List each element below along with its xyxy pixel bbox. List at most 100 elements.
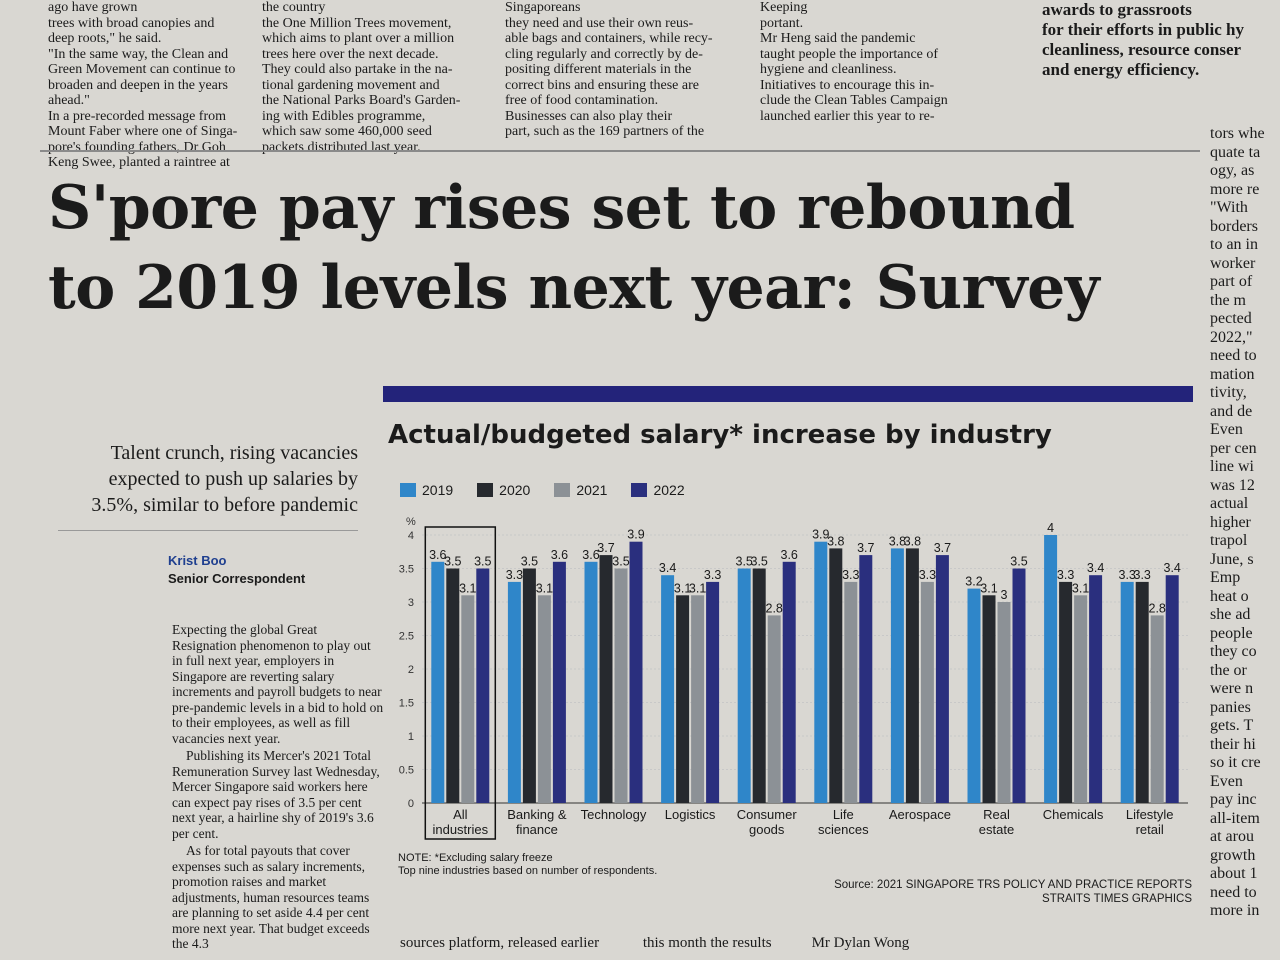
y-tick-label: 1	[408, 731, 414, 743]
headline-line-2: to 2019 levels next year: Survey	[48, 253, 1100, 323]
right_column-line: per cen	[1210, 439, 1257, 457]
bar	[507, 581, 521, 803]
data-label: 3	[1001, 588, 1008, 602]
top_columns.col3-line: able bags and containers, while recy-	[505, 31, 713, 46]
top_columns.col3-line: free of food contamination.	[505, 93, 659, 108]
x-category-label: Technology	[581, 807, 647, 822]
chart-header-bar	[383, 386, 1193, 402]
bar	[1012, 568, 1026, 803]
data-label: 3.5	[751, 555, 768, 569]
top_columns.col1-line: Mount Faber where one of Singa-	[48, 124, 238, 139]
data-label: 2.8	[766, 601, 783, 615]
top_columns.col4-line: portant.	[760, 15, 804, 31]
bar	[476, 568, 490, 803]
top_columns.col1-line: ahead."	[48, 93, 90, 108]
bottom-text-3: Mr Dylan Wong	[811, 935, 910, 951]
top-column-4: Keeping portant. Mr Heng said the pandemic…	[760, 0, 1020, 124]
y-tick-label: 2.5	[399, 631, 414, 643]
right_column-line: people	[1210, 624, 1253, 642]
x-category-label: Life	[833, 807, 854, 822]
right_column-line: about 1	[1210, 865, 1258, 882]
bottom-text-1: sources platform, released earlier	[400, 935, 600, 951]
bar	[905, 548, 919, 803]
top_columns.col4-line: launched earlier this year to re-	[760, 108, 935, 124]
right_column-line: June, s	[1210, 550, 1254, 568]
subheadline: Talent crunch, rising vacancies expected…	[91, 442, 358, 516]
bar	[461, 595, 475, 803]
subhead-rule	[58, 530, 358, 531]
x-category-label: Lifestyle	[1126, 807, 1174, 822]
bar	[935, 555, 949, 803]
top_columns.col1-line: "In the same way, the Clean and	[48, 46, 229, 62]
data-label: 3.3	[704, 568, 721, 582]
bar	[997, 602, 1011, 803]
top_columns.col1-line: In a pre-recorded message from	[48, 108, 227, 124]
right_column-line: need to	[1210, 883, 1257, 901]
body-paragraph-2: Publishing its Mercer's 2021 Total Remun…	[172, 748, 380, 841]
legend-swatch	[554, 483, 571, 497]
author-role: Senior Correspondent	[168, 571, 306, 586]
legend-label: 2021	[576, 482, 608, 498]
legend-swatch	[477, 483, 494, 497]
bar	[706, 581, 720, 803]
data-label: 3.2	[965, 575, 982, 589]
right_column-line: higher	[1210, 513, 1251, 531]
right_column-line: were n	[1210, 680, 1254, 697]
right_column-line: panies	[1210, 698, 1251, 716]
top_columns.col2-line: the country	[262, 0, 326, 15]
x-category-label: Chemicals	[1043, 807, 1104, 822]
bar	[661, 575, 675, 803]
right_column-line: all-item	[1210, 809, 1260, 827]
top_columns.col4-line: hygiene and cleanliness.	[760, 62, 897, 77]
right_column-line: they co	[1210, 643, 1257, 660]
data-label: 3.9	[627, 528, 644, 542]
top_columns.col5-line: cleanliness, resource conser	[1042, 40, 1242, 59]
data-label: 3.8	[827, 534, 844, 548]
top_columns.col3-line: they need and use their own reus-	[505, 15, 694, 31]
right_column-line: more in	[1210, 902, 1260, 919]
top_columns.col1-line: Keng Swee, planted a raintree at	[48, 155, 230, 170]
top-column-2: the country the One Million Trees movemen…	[262, 0, 487, 155]
top_columns.col1-line: deep roots," he said.	[48, 31, 162, 46]
top_columns.col2-line: ing with Edibles programme,	[262, 108, 426, 124]
bar	[982, 595, 996, 803]
legend-label: 2020	[499, 482, 531, 498]
top_columns.col2-line: tional gardening movement and	[262, 77, 440, 93]
right_column-line: heat o	[1210, 587, 1249, 605]
data-label: 3.4	[1164, 561, 1181, 575]
right-column-text: tors whe quate ta ogy, as more re "With borde…	[1210, 125, 1280, 921]
bar	[1059, 581, 1073, 803]
data-label: 3.6	[781, 548, 798, 562]
right_column-line: the m	[1210, 291, 1246, 309]
data-label: 3.6	[429, 548, 446, 562]
data-label: 3.1	[459, 581, 476, 595]
right_column-line: so it cre	[1210, 754, 1261, 771]
x-category-label: Consumer	[737, 807, 798, 822]
x-category-label: goods	[749, 822, 785, 837]
bar	[829, 548, 843, 803]
y-tick-label: 0	[408, 798, 414, 810]
top_columns.col2-line: the One Million Trees movement,	[262, 15, 452, 31]
data-label: 3.9	[812, 528, 829, 542]
top_columns.col2-line: trees here over the next decade.	[262, 46, 439, 62]
right_column-line: ogy, as	[1210, 162, 1255, 179]
right_column-line: to an in	[1210, 236, 1258, 253]
x-category-label: sciences	[818, 822, 869, 837]
right_column-line: growth	[1210, 846, 1256, 864]
data-label: 3.5	[474, 555, 491, 569]
data-label: 3.8	[889, 534, 906, 548]
bar	[767, 615, 781, 803]
data-label: 3.3	[842, 568, 859, 582]
right_column-line: their hi	[1210, 735, 1256, 753]
top_columns.col3-line: Singaporeans	[505, 0, 581, 15]
legend-item: 2020	[477, 482, 530, 498]
top_columns.col3-line: part, such as the 169 partners of the	[505, 124, 705, 139]
x-category-label: industries	[432, 822, 488, 837]
x-category-label: finance	[516, 822, 558, 837]
bottom-text-row: sources platform, released earlier this …	[400, 935, 1000, 952]
legend-label: 2022	[653, 482, 685, 498]
right_column-line: mation	[1210, 365, 1255, 383]
author-name: Krist Boo	[168, 553, 227, 568]
top_columns.col5-line: awards to grassroots	[1042, 0, 1192, 19]
right_column-line: need to	[1210, 347, 1257, 364]
